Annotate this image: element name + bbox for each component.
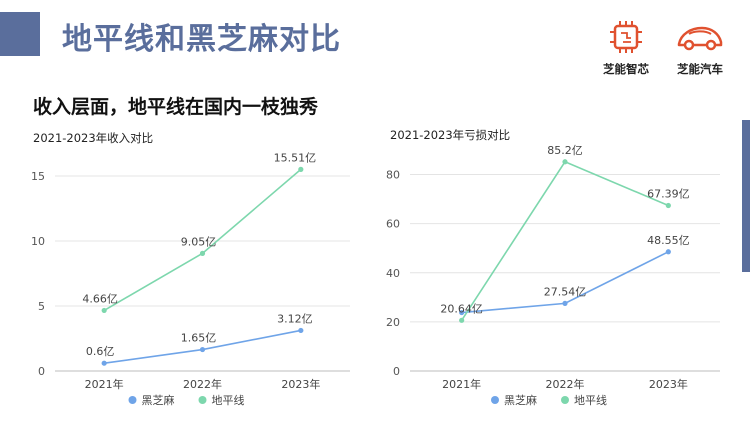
x-tick-label: 2022年: [546, 377, 585, 391]
x-tick-label: 2022年: [183, 377, 222, 391]
legend-label: 地平线: [574, 393, 607, 407]
legend-marker: [128, 396, 137, 404]
data-label: 27.54亿: [544, 285, 587, 298]
page-title: 地平线和黑芝麻对比: [62, 22, 341, 57]
legend-marker: [198, 396, 207, 404]
y-tick-label: 0: [38, 365, 45, 378]
x-tick-label: 2021年: [85, 377, 124, 391]
y-tick-label: 60: [386, 218, 400, 231]
data-label: 0.6亿: [86, 345, 115, 358]
logo-label: 芝能智芯: [603, 62, 649, 76]
car-icon: [677, 26, 723, 51]
chart-title-loss: 2021-2023年亏损对比: [390, 128, 511, 142]
logo-zhineng-zhixin: 芝能智芯: [590, 20, 662, 77]
data-label: 85.2亿: [547, 144, 583, 157]
x-tick-label: 2021年: [442, 377, 481, 391]
y-tick-label: 0: [393, 365, 400, 378]
data-point: [199, 346, 206, 353]
data-label: 15.51亿: [274, 151, 317, 164]
title-accent-bar: [0, 12, 40, 56]
data-label: 9.05亿: [181, 235, 217, 248]
legend-label: 地平线: [212, 393, 245, 407]
data-point: [665, 202, 671, 209]
data-point: [199, 250, 206, 256]
logo-zhineng-qiche: 芝能汽车: [664, 20, 736, 77]
data-point: [562, 159, 568, 165]
data-point: [562, 300, 568, 306]
data-label: 67.39亿: [647, 188, 690, 201]
data-label: 3.12亿: [277, 312, 313, 325]
data-point: [459, 317, 465, 323]
data-label: 4.66亿: [82, 292, 118, 305]
data-point: [101, 307, 107, 314]
data-point: [298, 166, 304, 172]
chip-icon: [610, 21, 642, 53]
x-tick-label: 2023年: [649, 377, 688, 391]
data-point: [298, 327, 304, 334]
page-subtitle: 收入层面，地平线在国内一枝独秀: [33, 96, 319, 118]
y-tick-label: 10: [31, 235, 45, 248]
data-point: [665, 249, 671, 255]
y-tick-label: 5: [38, 300, 45, 313]
side-tab-marker: [742, 120, 750, 272]
legend-marker: [561, 396, 569, 404]
legend-label: 黑芝麻: [142, 393, 175, 407]
y-tick-label: 40: [386, 267, 400, 280]
x-tick-label: 2023年: [281, 377, 320, 391]
data-label: 1.65亿: [181, 332, 217, 345]
legend-marker: [491, 396, 499, 404]
legend-label: 黑芝麻: [504, 393, 537, 407]
y-tick-label: 20: [386, 316, 400, 329]
data-point: [101, 360, 107, 366]
chart-title-revenue: 2021-2023年收入对比: [33, 131, 154, 145]
logo-label: 芝能汽车: [677, 62, 723, 76]
data-point: [459, 309, 465, 316]
y-tick-label: 15: [31, 170, 45, 183]
data-label: 48.55亿: [647, 234, 690, 247]
y-tick-label: 80: [386, 169, 400, 182]
data-label: 20.64亿: [440, 302, 483, 315]
